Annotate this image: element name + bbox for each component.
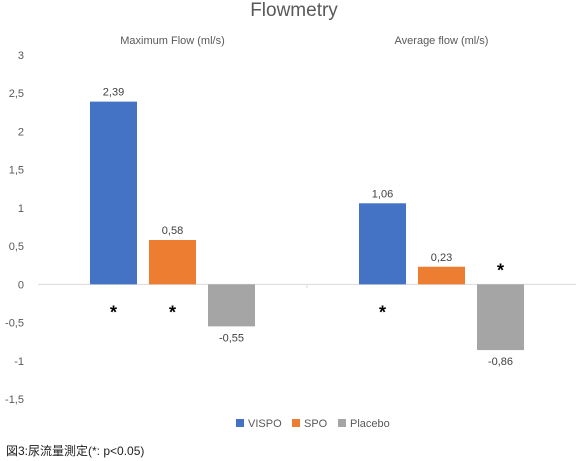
value-labels: 2,39 0,58 -0,55 1,06 0,23 -0,86 xyxy=(103,87,513,368)
chart-svg: Flowmetry 3 2,5 2 1,5 1 0,5 0 -0,5 -1 -1,5 Maximu… xyxy=(5,0,576,430)
y-tick-label: 2 xyxy=(18,126,24,138)
value-label: -0,86 xyxy=(488,356,513,368)
legend-label: SPO xyxy=(304,418,328,430)
group-labels: Maximum Flow (ml/s) Average flow (ml/s) xyxy=(120,35,489,289)
y-tick-label: 0,5 xyxy=(9,241,24,253)
value-label: 0,58 xyxy=(162,225,183,237)
significance-star: * xyxy=(169,302,176,322)
bar-vispo xyxy=(90,101,137,285)
y-tick-label: -1 xyxy=(14,356,24,368)
bar-placebo xyxy=(477,284,524,351)
bar-placebo xyxy=(208,284,255,327)
value-label: 2,39 xyxy=(103,87,124,99)
value-label: -0,55 xyxy=(219,332,244,344)
value-label: 1,06 xyxy=(372,188,393,200)
y-tick-label: 0 xyxy=(18,279,24,291)
significance-stars: * * * * xyxy=(110,260,504,322)
y-tick-label: 1 xyxy=(18,203,24,215)
y-tick-label: 1,5 xyxy=(9,165,24,177)
bar-spo xyxy=(149,239,196,285)
figure-caption: 図3:尿流量測定(*: p<0.05) xyxy=(6,444,145,458)
legend-swatch xyxy=(338,419,346,427)
significance-star: * xyxy=(497,260,504,280)
y-tick-label: 3 xyxy=(18,50,24,62)
y-tick-label: -0,5 xyxy=(5,318,24,330)
bar-vispo xyxy=(359,203,406,285)
bar-spo xyxy=(418,266,465,285)
y-tick-label: -1,5 xyxy=(5,394,24,406)
legend-label: VISPO xyxy=(248,418,282,430)
group-label: Average flow (ml/s) xyxy=(395,35,489,47)
legend-label: Placebo xyxy=(350,418,390,430)
significance-star: * xyxy=(379,302,386,322)
legend-swatch xyxy=(236,419,244,427)
y-tick-label: 2,5 xyxy=(9,88,24,100)
group-label: Maximum Flow (ml/s) xyxy=(120,35,225,47)
chart-title: Flowmetry xyxy=(250,0,338,21)
bars xyxy=(90,101,524,351)
legend: VISPO SPO Placebo xyxy=(236,418,390,430)
legend-swatch xyxy=(292,419,300,427)
value-label: 0,23 xyxy=(431,252,452,264)
significance-star: * xyxy=(110,302,117,322)
